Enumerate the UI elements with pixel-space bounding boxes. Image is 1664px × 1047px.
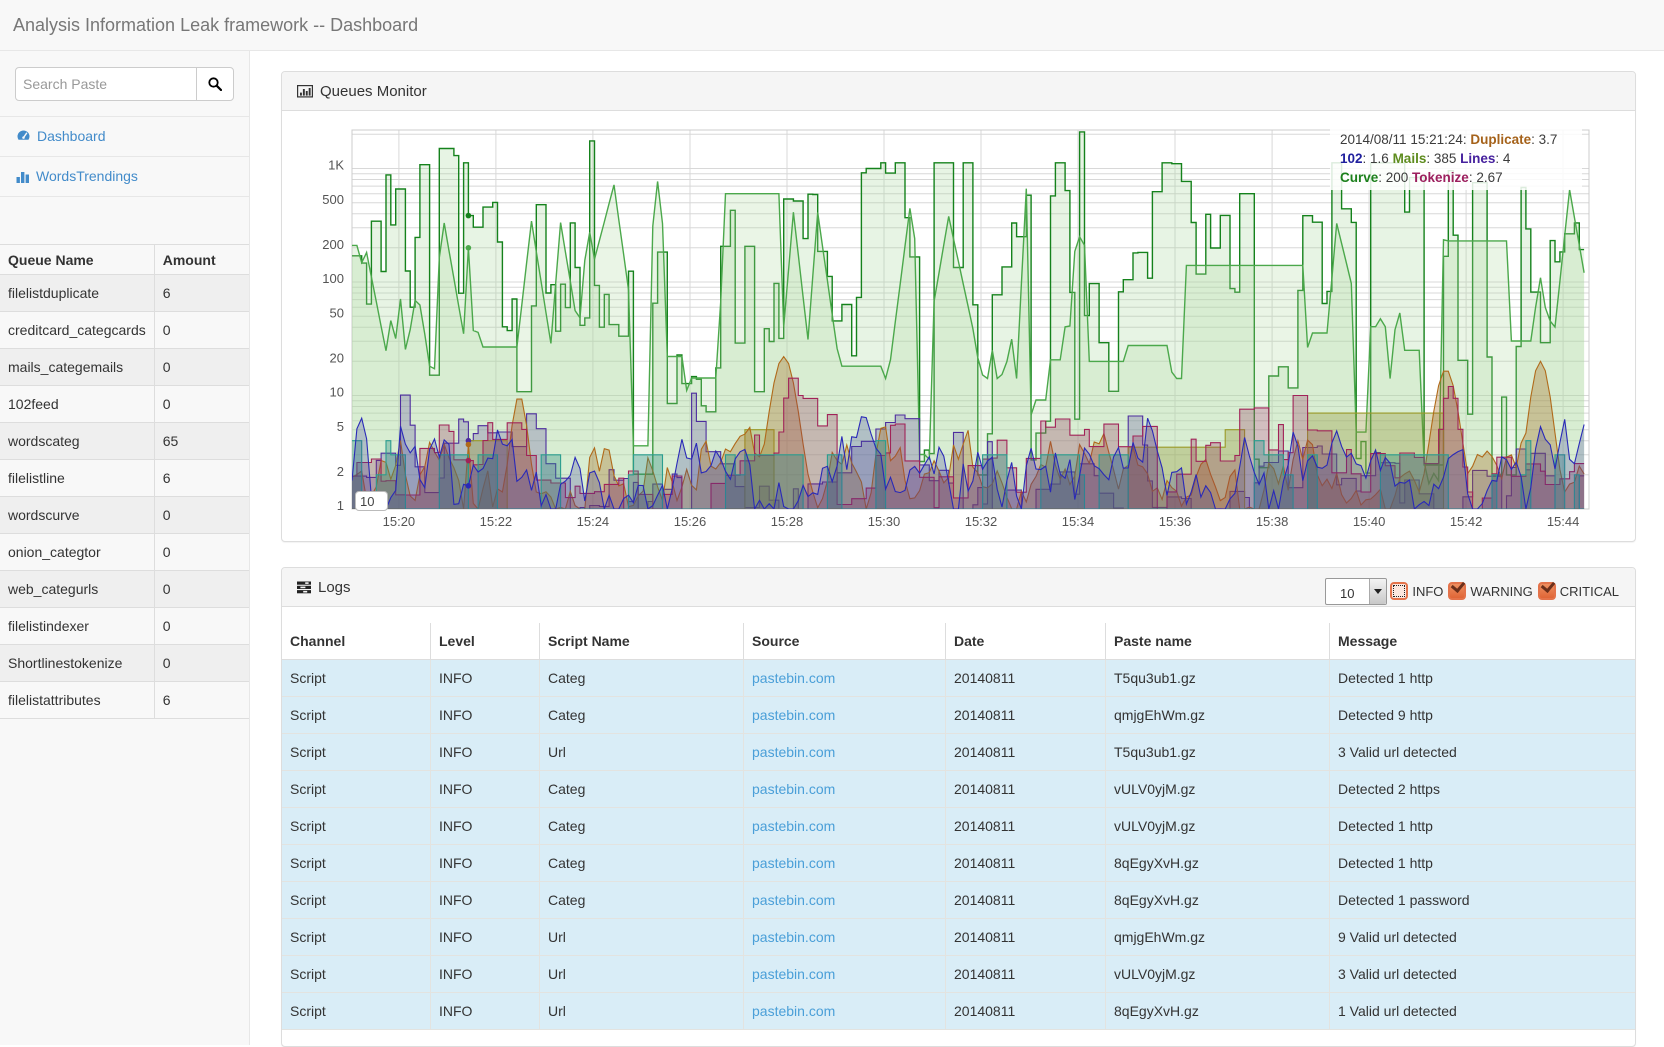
svg-text:5: 5 <box>337 419 344 434</box>
svg-text:15:26: 15:26 <box>674 514 707 529</box>
svg-text:100: 100 <box>322 271 344 286</box>
svg-text:15:36: 15:36 <box>1159 514 1192 529</box>
svg-text:15:40: 15:40 <box>1353 514 1386 529</box>
svg-text:15:32: 15:32 <box>965 514 998 529</box>
svg-text:2: 2 <box>337 464 344 479</box>
svg-text:1: 1 <box>337 498 344 513</box>
svg-text:15:34: 15:34 <box>1062 514 1095 529</box>
svg-text:50: 50 <box>330 305 344 320</box>
svg-text:15:44: 15:44 <box>1547 514 1580 529</box>
svg-text:Curve: 200 Tokenize: 2.67: Curve: 200 Tokenize: 2.67 <box>1340 170 1503 185</box>
svg-text:20: 20 <box>330 351 344 366</box>
svg-text:15:30: 15:30 <box>868 514 901 529</box>
svg-text:2014/08/11 15:21:24: Duplicate: 2014/08/11 15:21:24: Duplicate: 3.7 <box>1340 132 1557 147</box>
svg-text:1K: 1K <box>328 158 344 173</box>
svg-text:15:42: 15:42 <box>1450 514 1483 529</box>
svg-text:15:24: 15:24 <box>577 514 610 529</box>
svg-text:15:22: 15:22 <box>480 514 513 529</box>
svg-text:102: 1.6 Mails: 385 Lines: 4: 102: 1.6 Mails: 385 Lines: 4 <box>1340 151 1511 166</box>
svg-text:500: 500 <box>322 192 344 207</box>
svg-text:200: 200 <box>322 237 344 252</box>
svg-text:10: 10 <box>330 385 344 400</box>
svg-text:15:20: 15:20 <box>383 514 416 529</box>
svg-text:15:28: 15:28 <box>771 514 804 529</box>
svg-text:15:38: 15:38 <box>1256 514 1289 529</box>
